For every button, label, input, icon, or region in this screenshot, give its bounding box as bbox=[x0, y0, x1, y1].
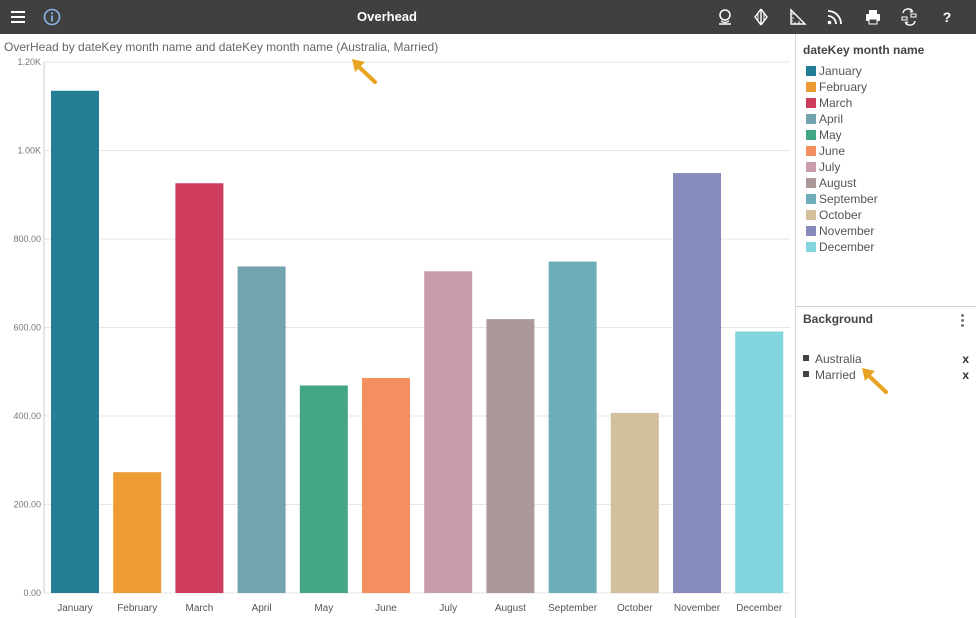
annotation-arrow-icon bbox=[352, 59, 377, 84]
x-tick-label: April bbox=[252, 603, 272, 614]
legend-label: April bbox=[819, 112, 844, 126]
bar[interactable] bbox=[548, 261, 597, 593]
bullet-icon bbox=[803, 355, 809, 361]
bar[interactable] bbox=[113, 472, 162, 593]
legend-item[interactable]: October bbox=[806, 207, 878, 223]
legend-swatch bbox=[806, 114, 816, 124]
annotation-arrow-icon bbox=[862, 368, 888, 394]
x-tick-label: September bbox=[548, 603, 598, 614]
section-divider bbox=[796, 306, 976, 307]
x-tick-label: October bbox=[617, 603, 653, 614]
legend-swatch bbox=[806, 66, 816, 76]
legend-swatch bbox=[806, 82, 816, 92]
help-icon[interactable]: ? bbox=[942, 9, 952, 25]
legend-label: December bbox=[819, 240, 875, 254]
x-tick-label: May bbox=[314, 603, 333, 614]
y-tick-label: 400.00 bbox=[13, 411, 41, 421]
y-tick-label: 1.20K bbox=[17, 57, 41, 67]
bullet-icon bbox=[803, 371, 809, 377]
legend-label: February bbox=[819, 80, 868, 94]
legend-list: January February March April May June July Augu… bbox=[806, 63, 878, 255]
user-icon[interactable] bbox=[715, 7, 735, 27]
legend-item[interactable]: February bbox=[806, 79, 878, 95]
legend-item[interactable]: May bbox=[806, 127, 878, 143]
legend-label: September bbox=[819, 192, 878, 206]
legend-swatch bbox=[806, 194, 816, 204]
bar[interactable] bbox=[610, 412, 659, 593]
bar[interactable] bbox=[237, 266, 286, 593]
remove-filter-button[interactable]: x bbox=[962, 352, 969, 366]
page-title: Overhead bbox=[357, 9, 417, 24]
legend-item[interactable]: December bbox=[806, 239, 878, 255]
legend-label: January bbox=[819, 64, 862, 78]
legend-item[interactable]: March bbox=[806, 95, 878, 111]
legend-label: June bbox=[819, 144, 846, 158]
x-tick-label: January bbox=[57, 603, 93, 614]
legend-panel: dateKey month name January February March A… bbox=[796, 34, 976, 306]
legend-label: July bbox=[819, 160, 841, 174]
background-title: Background bbox=[803, 312, 874, 326]
bar-chart: 0.00 200.00 400.00 600.00 800.00 1.00K 1.20K Ja… bbox=[13, 57, 790, 614]
legend-swatch bbox=[806, 226, 816, 236]
layers-icon[interactable] bbox=[751, 7, 771, 27]
x-tick-label: March bbox=[186, 603, 214, 614]
legend-swatch bbox=[806, 98, 816, 108]
legend-label: August bbox=[819, 176, 857, 190]
x-tick-label: August bbox=[495, 603, 526, 614]
legend-swatch bbox=[806, 242, 816, 252]
top-bar: Overhead ? bbox=[0, 0, 976, 34]
legend-label: November bbox=[819, 224, 875, 238]
ruler-icon[interactable] bbox=[788, 7, 808, 27]
legend-swatch bbox=[806, 130, 816, 140]
y-tick-label: 600.00 bbox=[13, 323, 41, 333]
chart-title: OverHead by dateKey month name and dateK… bbox=[4, 40, 439, 54]
menu-icon[interactable] bbox=[8, 7, 28, 27]
bar[interactable] bbox=[424, 271, 473, 593]
x-tick-label: February bbox=[117, 603, 157, 614]
background-filter-item: Australia x bbox=[803, 351, 969, 367]
x-tick-label: July bbox=[439, 603, 457, 614]
rss-icon[interactable] bbox=[825, 7, 845, 27]
bar[interactable] bbox=[735, 331, 784, 593]
panel-divider bbox=[795, 34, 796, 618]
background-panel: Background Australia x Married x bbox=[796, 307, 976, 618]
print-icon[interactable] bbox=[863, 7, 883, 27]
y-tick-label: 0.00 bbox=[23, 588, 41, 598]
chart-area: 0.00 200.00 400.00 600.00 800.00 1.00K 1.20K Ja… bbox=[0, 34, 795, 618]
y-tick-label: 200.00 bbox=[13, 500, 41, 510]
legend-item[interactable]: September bbox=[806, 191, 878, 207]
background-filter-label: Australia bbox=[815, 352, 862, 366]
background-filter-label: Married bbox=[815, 368, 856, 382]
remove-filter-button[interactable]: x bbox=[962, 368, 969, 382]
bar[interactable] bbox=[51, 90, 99, 593]
legend-title: dateKey month name bbox=[803, 43, 925, 57]
bar[interactable] bbox=[299, 385, 348, 593]
bar[interactable] bbox=[362, 377, 410, 593]
x-tick-label: June bbox=[375, 603, 397, 614]
x-tick-label: December bbox=[736, 603, 783, 614]
legend-swatch bbox=[806, 210, 816, 220]
legend-item[interactable]: June bbox=[806, 143, 878, 159]
x-tick-label: November bbox=[674, 603, 721, 614]
info-icon[interactable] bbox=[42, 7, 62, 27]
legend-swatch bbox=[806, 162, 816, 172]
legend-item[interactable]: August bbox=[806, 175, 878, 191]
legend-swatch bbox=[806, 146, 816, 156]
y-tick-label: 1.00K bbox=[17, 146, 41, 156]
more-options-icon[interactable] bbox=[956, 312, 968, 330]
background-filter-item: Married x bbox=[803, 367, 969, 383]
legend-label: May bbox=[819, 128, 842, 142]
swap-icon[interactable] bbox=[899, 7, 919, 27]
legend-item[interactable]: November bbox=[806, 223, 878, 239]
y-tick-label: 800.00 bbox=[13, 234, 41, 244]
legend-swatch bbox=[806, 178, 816, 188]
legend-item[interactable]: July bbox=[806, 159, 878, 175]
bar[interactable] bbox=[175, 183, 224, 593]
legend-item[interactable]: April bbox=[806, 111, 878, 127]
legend-label: March bbox=[819, 96, 853, 110]
bar[interactable] bbox=[673, 173, 721, 593]
legend-item[interactable]: January bbox=[806, 63, 878, 79]
bar[interactable] bbox=[486, 319, 535, 593]
legend-label: October bbox=[819, 208, 862, 222]
